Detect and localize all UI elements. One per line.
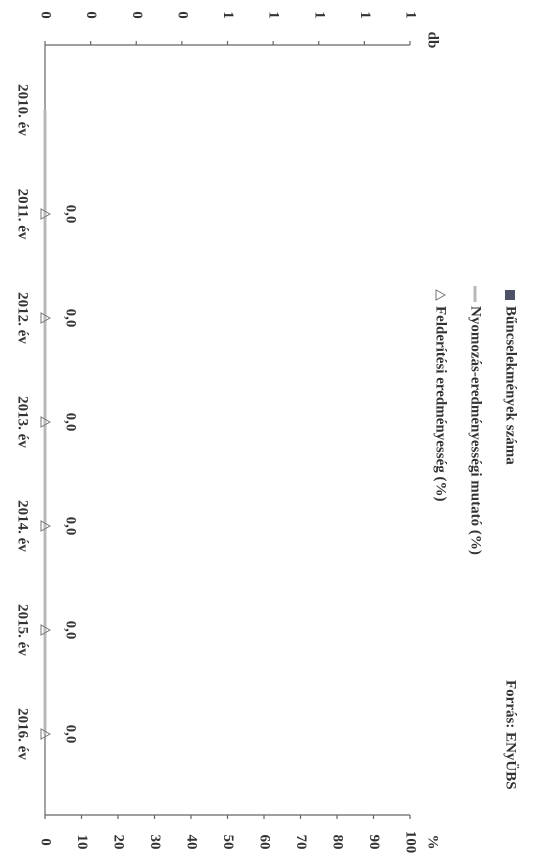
y-tick-label: 0 (174, 11, 190, 19)
marker (40, 728, 52, 740)
x-tick-label: 2011. év (15, 189, 31, 240)
legend-label: Felderítési eredményesség (%) (433, 306, 449, 502)
x-tick-label: 2015. év (15, 604, 31, 656)
marker (40, 312, 52, 324)
marker (40, 208, 52, 220)
legend-label: Nyomozás-eredményességi mutató (%) (468, 306, 484, 555)
data-label: 0,0 (63, 309, 79, 328)
data-label: 0,0 (63, 517, 79, 536)
y-tick-label: 0 (129, 11, 145, 19)
x-tick-label: 2013. év (15, 396, 31, 448)
y-tick-label: 0 (38, 11, 54, 19)
y-tick-label: 1 (311, 11, 327, 19)
legend-symbol (505, 290, 515, 300)
y2-tick-label: 30 (147, 835, 163, 850)
y-tick-label: 1 (220, 11, 236, 19)
data-label: 0,0 (63, 413, 79, 432)
y-tick-label: 1 (357, 11, 373, 19)
y-tick-label: 1 (266, 11, 282, 19)
y2-tick-label: 90 (366, 835, 382, 850)
x-tick-label: 2016. év (15, 708, 31, 760)
y-tick-label: 1 (403, 11, 419, 19)
y2-tick-label: 70 (293, 835, 309, 850)
data-label: 0,0 (63, 205, 79, 224)
legend-symbol (435, 289, 447, 301)
marker (40, 520, 52, 532)
data-label: 0,0 (63, 725, 79, 744)
x-tick-label: 2010. év (15, 84, 31, 136)
marker (40, 416, 52, 428)
y2-tick-label: 100 (403, 831, 419, 854)
marker (40, 624, 52, 636)
y-tick-label: 0 (83, 11, 99, 19)
y2-tick-label: 80 (330, 835, 346, 850)
source: Forrás: ENyÜBS (503, 680, 520, 790)
y2-tick-label: 20 (111, 835, 127, 850)
y2-tick-label: 10 (74, 835, 90, 850)
x-tick-label: 2014. év (15, 500, 31, 552)
y2-tick-label: 0 (38, 838, 54, 846)
y2-tick-label: 50 (220, 835, 236, 850)
legend-label: Bűncselekmények száma (503, 306, 519, 465)
y2-tick-label: 40 (184, 835, 200, 850)
y-axis-label: db (425, 32, 441, 49)
x-tick-label: 2012. év (15, 292, 31, 344)
data-label: 0,0 (63, 621, 79, 640)
y2-tick-label: 60 (257, 835, 273, 850)
y2-axis-label: % (425, 835, 441, 850)
rotated-chart: Forrás: ENyÜBS db % 0 0 0 0 1 1 1 1 10 10 20 30 40 50… (15, 11, 520, 853)
